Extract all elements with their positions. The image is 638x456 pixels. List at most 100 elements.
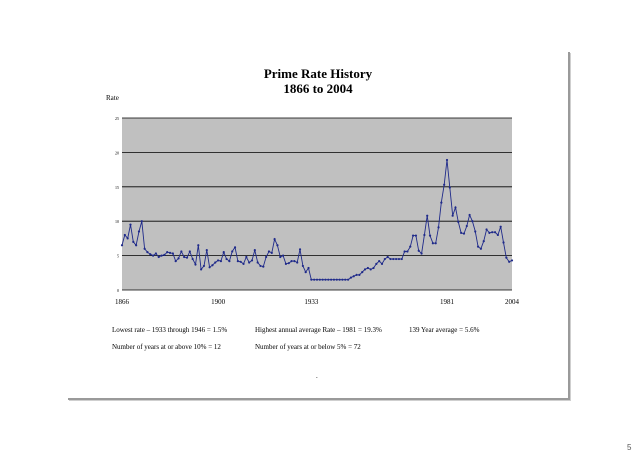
data-point (485, 228, 488, 231)
data-point (392, 257, 395, 261)
data-point (296, 261, 299, 264)
data-point (168, 251, 172, 254)
data-point (358, 273, 361, 276)
data-point (491, 231, 494, 234)
data-point (177, 257, 180, 260)
data-point (219, 260, 223, 263)
data-point (132, 240, 135, 243)
data-point (245, 255, 248, 259)
data-point (460, 231, 463, 234)
data-point (406, 250, 409, 253)
y-tick-label: 10 (115, 219, 119, 224)
data-point (137, 230, 141, 233)
data-point (202, 264, 206, 268)
data-point (349, 276, 353, 279)
data-point (383, 257, 386, 261)
data-point (474, 230, 477, 233)
data-point (457, 220, 460, 223)
data-point (267, 250, 271, 253)
data-point (423, 233, 426, 237)
data-point (468, 213, 471, 217)
y-axis-label: Rate (106, 94, 119, 102)
data-point (197, 244, 200, 247)
data-point (346, 278, 350, 281)
years-above-10-note: Number of years at or above 10% = 12 (112, 343, 221, 351)
data-point (366, 266, 369, 270)
data-point (417, 249, 420, 252)
data-point (508, 260, 511, 263)
data-point (233, 246, 237, 249)
data-point (420, 252, 423, 255)
data-point (191, 257, 194, 261)
data-point (265, 255, 268, 259)
data-point (160, 254, 163, 257)
data-point (431, 242, 434, 245)
data-point (208, 266, 211, 269)
data-point (409, 245, 412, 248)
data-point (284, 262, 288, 265)
data-point (479, 247, 483, 250)
data-point (273, 237, 276, 241)
data-point (228, 260, 231, 263)
data-point (313, 278, 316, 281)
data-point (411, 234, 415, 237)
data-point (355, 273, 358, 276)
y-tick-label: 20 (115, 150, 119, 155)
data-point (236, 260, 239, 263)
data-point (281, 254, 285, 257)
data-point (211, 264, 214, 267)
data-point (200, 268, 203, 271)
y-tick-label: 15 (115, 185, 119, 190)
data-point (290, 260, 293, 263)
y-tick-label: 5 (117, 254, 119, 259)
data-point (214, 261, 217, 264)
x-tick-label: 1981 (440, 298, 455, 306)
data-point (174, 260, 177, 263)
data-point (146, 251, 149, 254)
data-point (335, 278, 338, 281)
data-point (471, 220, 474, 223)
data-point (375, 262, 378, 265)
data-point (380, 262, 384, 265)
data-point (505, 256, 508, 259)
data-point (256, 261, 259, 264)
data-point (149, 253, 152, 256)
data-point (395, 257, 398, 261)
data-point (225, 257, 228, 261)
data-point (205, 248, 208, 252)
data-point (231, 250, 234, 253)
years-below-5-note: Number of years at or below 5% = 72 (255, 343, 361, 351)
y-tick-label: 0 (117, 288, 119, 293)
page-number: 5 (627, 443, 632, 452)
data-point (194, 263, 197, 266)
data-point (143, 247, 146, 250)
data-point (372, 266, 375, 270)
data-point (338, 278, 341, 281)
prime-rate-chart: 0 5 10 15 20 25 1866 1900 1933 1981 2004 (115, 116, 520, 306)
data-point (428, 234, 432, 237)
data-point (276, 244, 279, 247)
data-point (166, 251, 169, 254)
data-point (180, 250, 183, 253)
data-point (185, 256, 189, 259)
data-point (157, 255, 160, 259)
data-point (465, 224, 468, 228)
data-point (496, 233, 499, 237)
slide: Prime Rate History 1866 to 2004 Rate 0 5 1… (68, 52, 570, 400)
data-point (279, 255, 282, 259)
data-point (476, 245, 480, 248)
data-point (397, 257, 401, 261)
data-point (126, 237, 129, 240)
data-point (298, 248, 302, 251)
data-point (448, 186, 451, 189)
data-point (445, 158, 449, 162)
data-point (499, 225, 502, 228)
data-point (287, 262, 290, 265)
data-point (259, 264, 262, 268)
stray-dot: . (316, 372, 318, 380)
data-point (120, 244, 124, 247)
data-point (135, 244, 138, 247)
data-point (510, 259, 514, 262)
data-point (400, 257, 403, 261)
data-point (129, 223, 132, 226)
